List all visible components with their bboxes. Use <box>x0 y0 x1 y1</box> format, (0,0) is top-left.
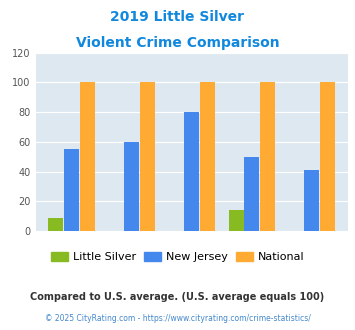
Text: 2019 Little Silver: 2019 Little Silver <box>110 10 245 24</box>
Text: © 2025 CityRating.com - https://www.cityrating.com/crime-statistics/: © 2025 CityRating.com - https://www.city… <box>45 314 310 323</box>
Bar <box>64 149 79 231</box>
Bar <box>260 82 275 231</box>
Bar <box>48 218 64 231</box>
Bar <box>80 82 95 231</box>
Text: Compared to U.S. average. (U.S. average equals 100): Compared to U.S. average. (U.S. average … <box>31 292 324 302</box>
Bar <box>320 82 335 231</box>
Bar <box>184 112 199 231</box>
Bar <box>124 142 139 231</box>
Legend: Little Silver, New Jersey, National: Little Silver, New Jersey, National <box>46 248 309 267</box>
Bar <box>200 82 215 231</box>
Bar <box>244 157 259 231</box>
Bar <box>140 82 155 231</box>
Bar <box>304 170 320 231</box>
Bar <box>229 210 244 231</box>
Text: Violent Crime Comparison: Violent Crime Comparison <box>76 36 279 50</box>
